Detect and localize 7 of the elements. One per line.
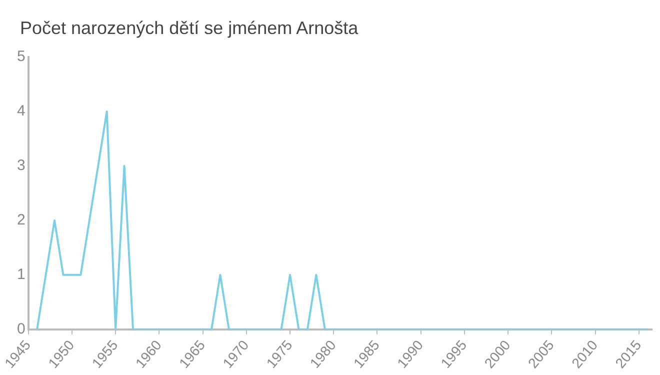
y-tick-label: 0 (17, 320, 26, 338)
y-tick-label: 5 (17, 48, 26, 66)
y-tick-label: 2 (17, 212, 26, 229)
y-tick-label: 3 (17, 157, 26, 174)
y-tick-label: 1 (17, 266, 26, 284)
y-tick-label: 4 (17, 102, 26, 120)
chart-title: Počet narozených dětí se jménem Arnošta (20, 18, 358, 39)
